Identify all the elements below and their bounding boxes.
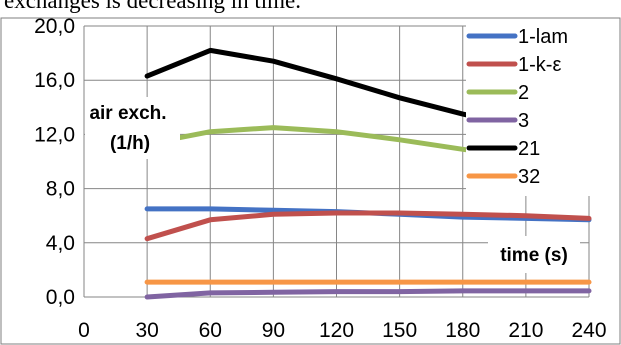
x-axis-title: time (s) [500,245,568,266]
x-axis: 0 30 60 90 120 150 180 210 240 [78,319,606,342]
x-tick-label: 120 [319,319,354,342]
y-axis-title-box [85,97,180,159]
y-tick-label: 20,0 [34,15,75,38]
y-axis-title-line2: (1/h) [110,133,150,154]
legend-label-32: 32 [518,166,540,188]
y-tick-label: 8,0 [46,178,75,201]
y-axis-title-line1: air exch. [89,103,166,124]
legend: 1-lam 1-k-ε 2 3 21 32 [466,26,568,188]
caption-fragment: exchanges is decreasing in time. [4,0,301,13]
x-tick-label: 0 [78,319,90,342]
x-tick-label: 150 [382,319,417,342]
x-tick-label: 60 [199,319,222,342]
legend-label-2: 2 [518,82,529,104]
y-tick-label: 12,0 [34,123,75,146]
x-tick-label: 180 [445,319,480,342]
legend-label-21: 21 [518,138,540,160]
series-lines [144,47,592,300]
legend-label-3: 3 [518,110,529,132]
y-axis: 0,0 4,0 8,0 12,0 16,0 20,0 [34,15,75,309]
x-tick-label: 90 [262,319,285,342]
legend-label-1-k-: 1-k-ε [518,54,561,76]
x-tick-label: 30 [135,319,158,342]
legend-label-1-lam: 1-lam [518,26,568,48]
y-tick-label: 4,0 [46,232,75,255]
x-axis-title-box [488,236,580,273]
y-tick-label: 16,0 [34,69,75,92]
x-tick-label: 210 [508,319,543,342]
legend-box [466,20,592,196]
y-tick-label: 0,0 [46,286,75,309]
series-line-3 [144,288,592,300]
x-tick-label: 240 [571,319,606,342]
series-line-1-k- [144,210,592,242]
